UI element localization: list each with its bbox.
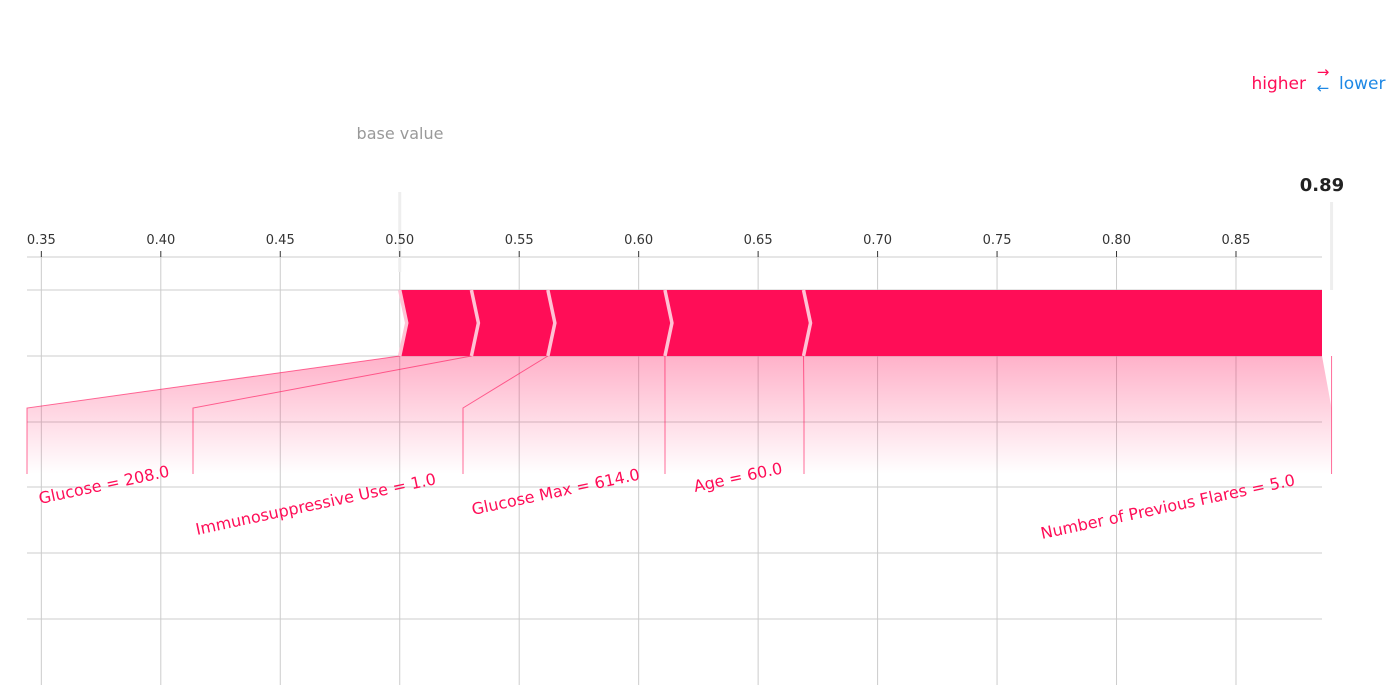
tick-label: 0.60 [624,233,653,248]
connector-line [26,355,400,474]
connector-fill [664,356,804,474]
feature-bar-segment [664,290,811,356]
segment-separator [801,289,813,357]
feature-bar-segment [471,290,555,356]
tick-label: 0.55 [505,233,534,248]
legend: higher → ← lower [1251,63,1385,97]
legend-lower: lower [1339,74,1385,94]
legend-higher: higher [1251,74,1306,94]
connector-line [192,355,472,474]
segment-separator [546,289,557,357]
feature-bar-segment [399,290,479,356]
x-axis: 0.35 0.40 0.45 0.50 0.55 0.60 0.65 0.70 0.75 0.80… [27,233,1251,257]
left-arrow-icon: ← [1317,79,1330,97]
segment-separator [398,289,409,357]
feature-bars [398,289,1322,357]
tick-label: 0.45 [266,233,295,248]
tick-label: 0.75 [983,233,1012,248]
connector-line [462,355,549,474]
feature-bar-segment [547,290,672,356]
connector-fills [26,355,1333,474]
connector-fill [463,356,665,474]
tick-label: 0.35 [27,233,56,248]
tick-label: 0.85 [1222,233,1251,248]
connector-fill [27,356,472,474]
output-value-label: 0.89 [1300,175,1344,196]
segment-separator [663,289,674,357]
right-arrow-icon: → [1317,63,1330,81]
tick-label: 0.80 [1102,233,1131,248]
segment-separator [469,289,481,357]
feature-label: Number of Previous Flares = 5.0 [1039,470,1297,543]
feature-bar-segment [803,290,1322,356]
connector-fill [803,356,1332,474]
tick-label: 0.50 [385,233,414,248]
connector-fill [193,356,548,474]
base-value-label: base value [357,124,444,143]
tick-label: 0.40 [146,233,175,248]
tick-label: 0.70 [863,233,892,248]
tick-label: 0.65 [744,233,773,248]
feature-label: Immunosuppressive Use = 1.0 [194,469,438,539]
